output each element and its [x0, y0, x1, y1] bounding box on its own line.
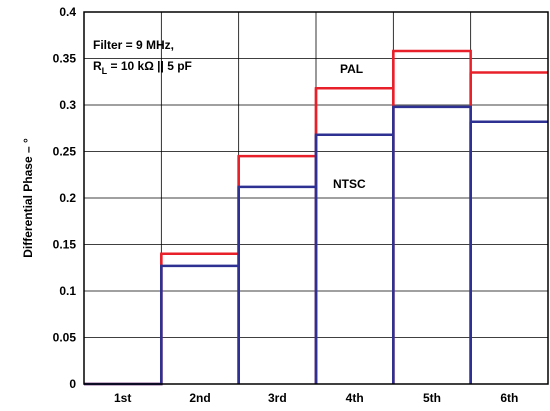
series-lines: [84, 49, 548, 386]
x-tick-labels: 1st 2nd 3rd 4th 5th 6th: [114, 391, 518, 405]
x-tick-1st: 1st: [114, 391, 131, 405]
annotation-rest: = 10 kΩ || 5 pF: [107, 59, 192, 73]
y-tick-6: 0.3: [59, 98, 76, 112]
y-tick-5: 0.25: [53, 145, 77, 159]
annotation-r: R: [93, 59, 102, 73]
x-tick-5th: 5th: [423, 391, 441, 405]
y-tick-1: 0.05: [53, 331, 77, 345]
annotation-line-2: RL = 10 kΩ || 5 pF: [93, 59, 192, 76]
y-tick-8: 0.4: [59, 5, 76, 19]
x-tick-4th: 4th: [346, 391, 364, 405]
y-axis-label: Differential Phase – °: [21, 138, 35, 258]
filter-annotation: Filter = 9 MHz, RL = 10 kΩ || 5 pF: [93, 38, 192, 76]
y-tick-4: 0.2: [59, 191, 76, 205]
y-tick-2: 0.1: [59, 284, 76, 298]
annotation-line-1: Filter = 9 MHz,: [93, 38, 174, 52]
x-tick-2nd: 2nd: [189, 391, 210, 405]
y-tick-labels: 0 0.05 0.1 0.15 0.2 0.25 0.3 0.35 0.4: [53, 5, 77, 391]
x-tick-6th: 6th: [500, 391, 518, 405]
y-tick-3: 0.15: [53, 238, 77, 252]
annotation-subscript: L: [102, 66, 108, 76]
y-tick-7: 0.35: [53, 52, 77, 66]
series-label-ntsc: NTSC: [333, 177, 366, 191]
x-tick-3rd: 3rd: [268, 391, 287, 405]
y-tick-0: 0: [69, 377, 76, 391]
plot-frame: [83, 11, 549, 385]
series-label-pal: PAL: [340, 62, 363, 76]
